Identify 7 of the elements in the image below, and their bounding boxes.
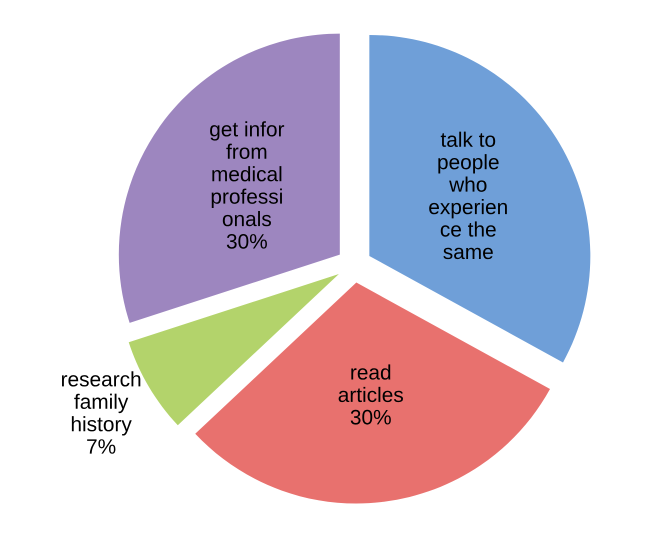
slice-label: research family history xyxy=(62,371,140,436)
data-label: 30% xyxy=(350,410,391,425)
slice-label: get infor from medical professi onals xyxy=(210,121,284,226)
data-label: 7% xyxy=(87,439,116,454)
slice-label: read articles xyxy=(338,364,403,402)
slice-label: talk to people who experien ce the same xyxy=(429,132,507,260)
data-label: 30% xyxy=(226,234,267,249)
